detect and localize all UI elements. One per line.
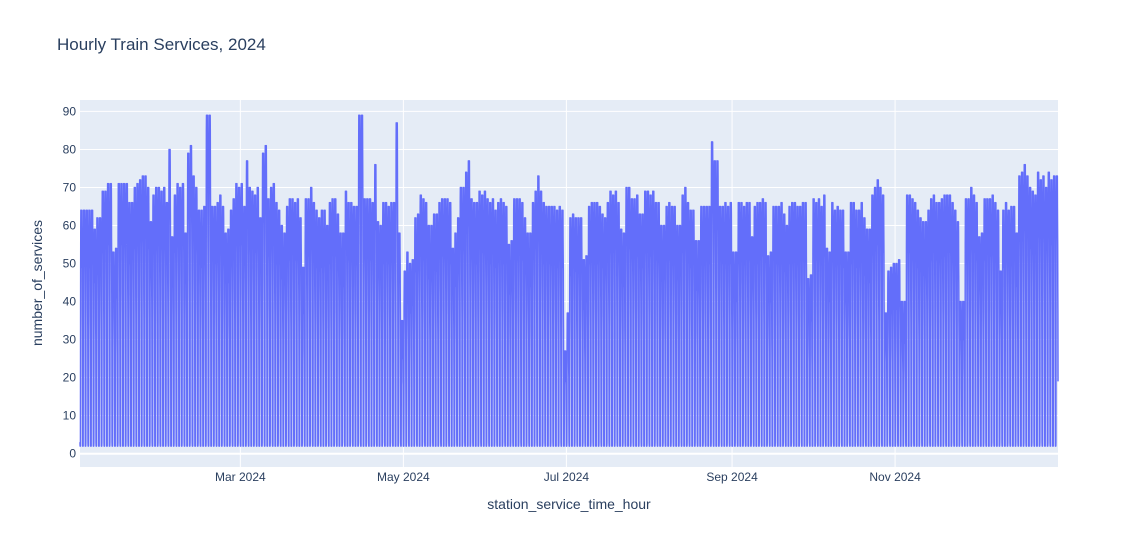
- y-tick-label: 20: [63, 371, 77, 385]
- y-tick-label: 90: [63, 104, 77, 118]
- y-axis-label: number_of_services: [29, 220, 45, 346]
- x-tick-label: Sep 2024: [706, 470, 758, 484]
- y-tick-label: 60: [63, 219, 77, 233]
- x-tick-label: Mar 2024: [215, 470, 266, 484]
- x-axis-label: station_service_time_hour: [487, 496, 651, 512]
- y-tick-label: 50: [63, 257, 77, 271]
- series-line: [79, 114, 1059, 447]
- y-tick-label: 70: [63, 180, 77, 194]
- y-tick-label: 0: [69, 447, 76, 461]
- x-tick-label: Jul 2024: [544, 470, 590, 484]
- y-tick-label: 40: [63, 295, 77, 309]
- y-tick-label: 10: [63, 409, 77, 423]
- series-line-path: [79, 114, 1059, 447]
- chart-title: Hourly Train Services, 2024: [57, 35, 266, 54]
- x-tick-label: Nov 2024: [869, 470, 921, 484]
- y-tick-label: 80: [63, 142, 77, 156]
- y-tick-labels: 0 10 20 30 40 50 60 70 80 90: [63, 104, 77, 460]
- x-tick-labels: Mar 2024 May 2024 Jul 2024 Sep 2024 Nov 2024: [215, 470, 921, 484]
- x-tick-label: May 2024: [377, 470, 430, 484]
- y-tick-label: 30: [63, 333, 77, 347]
